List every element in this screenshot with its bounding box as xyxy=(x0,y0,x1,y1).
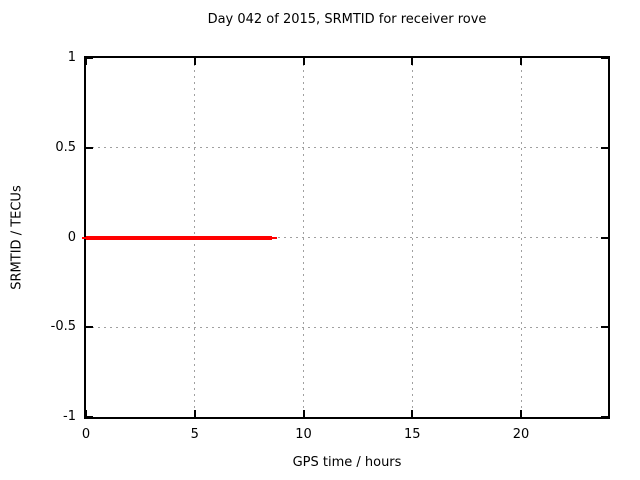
y-gridline xyxy=(86,237,608,238)
x-tick-mark xyxy=(85,410,87,417)
y-gridline xyxy=(86,147,608,149)
x-tick-mark xyxy=(520,410,522,417)
x-tick-label: 15 xyxy=(403,427,421,442)
y-tick-mark xyxy=(86,146,93,149)
x-tick-mark xyxy=(193,410,196,417)
y-tick-mark xyxy=(601,326,608,329)
x-tick-mark xyxy=(302,410,305,417)
x-tick-mark xyxy=(411,410,414,417)
x-tick-mark xyxy=(520,58,522,65)
x-tick-label: 10 xyxy=(295,427,312,442)
series-line xyxy=(86,235,272,240)
x-tick-label: 0 xyxy=(81,427,91,442)
y-tick-label: 0 xyxy=(67,229,76,245)
y-tick-label: -1 xyxy=(63,409,76,424)
x-axis-label: GPS time / hours xyxy=(292,455,402,470)
y-tick-mark xyxy=(86,57,93,59)
y-tick-mark xyxy=(601,146,608,149)
y-tick-mark xyxy=(86,416,93,418)
y-tick-label: 0.5 xyxy=(55,139,76,155)
y-gridline xyxy=(86,326,608,328)
y-tick-mark xyxy=(86,326,93,329)
y-tick-label: -0.5 xyxy=(50,319,76,335)
chart-title: Day 042 of 2015, SRMTID for receiver rov… xyxy=(207,12,487,27)
x-tick-label: 5 xyxy=(190,427,199,442)
x-tick-mark xyxy=(411,58,414,65)
x-tick-labels: 0 5 10 15 20 xyxy=(82,427,608,443)
x-tick-mark xyxy=(85,58,87,65)
y-tick-mark xyxy=(601,57,608,59)
y-tick-labels: -1 -0.5 0 0.5 1 xyxy=(0,50,76,424)
x-tick-label: 20 xyxy=(512,427,530,442)
y-tick-mark xyxy=(601,236,608,239)
x-tick-mark xyxy=(193,58,196,65)
y-tick-mark xyxy=(601,416,608,418)
y-tick-label: 1 xyxy=(67,50,76,65)
x-tick-mark xyxy=(302,58,305,65)
plot-area xyxy=(82,56,610,419)
